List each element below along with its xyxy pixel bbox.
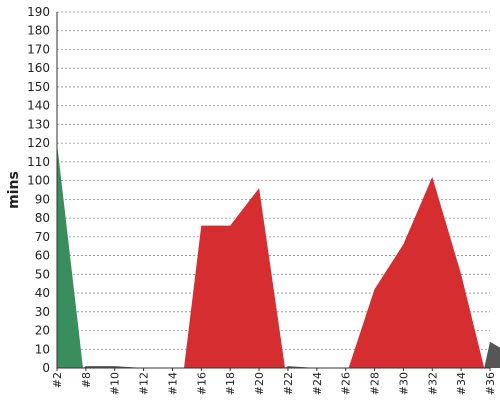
y-tick-label: 30 <box>35 305 50 319</box>
y-tick-label: 50 <box>35 267 50 281</box>
x-tick-label: #22 <box>282 372 295 395</box>
y-tick-label: 20 <box>35 324 50 338</box>
area-segment-red-4 <box>348 176 485 368</box>
x-tick-label: #28 <box>369 372 382 395</box>
y-tick-label: 170 <box>27 42 50 56</box>
area-segment-red-2 <box>184 188 285 368</box>
y-tick-label: 60 <box>35 249 50 263</box>
y-tick-label: 0 <box>42 361 50 375</box>
y-tick-label: 80 <box>35 211 50 225</box>
area-segment-green-0 <box>57 143 83 368</box>
x-tick-label: #32 <box>426 372 439 395</box>
x-tick-label: #12 <box>138 372 151 395</box>
x-tick-label: #34 <box>455 372 468 395</box>
y-tick-label: 70 <box>35 230 50 244</box>
y-tick-labels: 0 10 20 30 40 50 60 70 80 90 100 110 120 130 140 150 160… <box>27 5 50 375</box>
y-tick-label: 140 <box>27 99 50 113</box>
y-tick-label: 100 <box>27 174 50 188</box>
x-tick-label: #30 <box>397 372 410 395</box>
y-tick-label: 190 <box>27 5 50 19</box>
x-tick-label: #26 <box>340 372 353 395</box>
area-series <box>57 143 500 368</box>
gridlines <box>57 11 490 350</box>
y-tick-label: 120 <box>27 136 50 150</box>
y-tick-label: 130 <box>27 117 50 131</box>
x-tick-label: #18 <box>224 372 237 395</box>
x-tick-label: #24 <box>311 372 324 395</box>
x-tick-label: #14 <box>166 372 179 395</box>
x-tick-labels: #2 #8 #10 #12 #14 #16 #18 #20 #22 #24 #26 #28 #30 #32… <box>51 368 497 395</box>
x-tick-label: #36 <box>484 372 497 395</box>
y-axis-title: mins <box>6 171 22 209</box>
x-tick-label: #8 <box>80 372 93 388</box>
x-tick-label: #10 <box>109 372 122 395</box>
x-tick-label: #16 <box>195 372 208 395</box>
y-tick-label: 110 <box>27 155 50 169</box>
y-tick-label: 150 <box>27 80 50 94</box>
y-tick-label: 90 <box>35 192 50 206</box>
y-tick-label: 40 <box>35 286 50 300</box>
x-tick-label: #2 <box>51 372 64 388</box>
y-tick-label: 180 <box>27 24 50 38</box>
y-tick-label: 10 <box>35 342 50 356</box>
axes <box>56 12 490 369</box>
y-tick-label: 160 <box>27 61 50 75</box>
x-tick-label: #20 <box>253 372 266 395</box>
area-segment-gray-5 <box>484 341 500 368</box>
